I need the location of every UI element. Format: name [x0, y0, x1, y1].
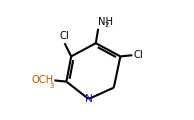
Text: 3: 3: [49, 83, 54, 89]
Text: 2: 2: [105, 22, 109, 28]
Text: N: N: [85, 94, 93, 104]
Text: Cl: Cl: [133, 50, 143, 60]
Text: Cl: Cl: [60, 31, 69, 41]
Text: OCH: OCH: [32, 75, 54, 85]
Text: NH: NH: [98, 17, 113, 27]
